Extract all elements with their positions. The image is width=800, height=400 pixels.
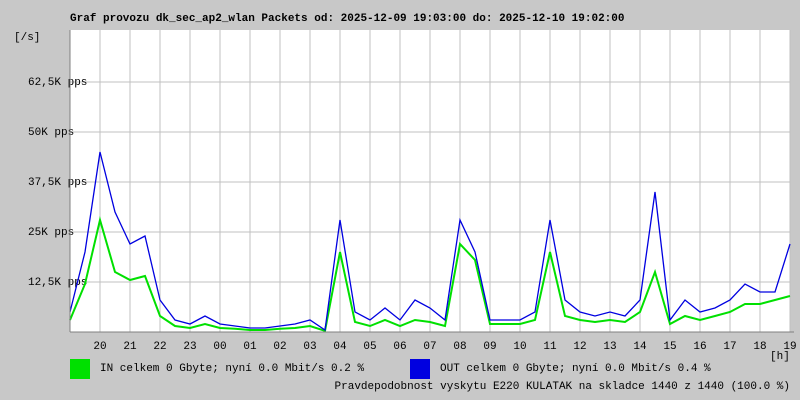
- x-tick-label: 18: [753, 341, 766, 353]
- lines: [69, 151, 791, 333]
- legend-label: OUT celkem 0 Gbyte; nyní 0.0 Mbit/s 0.4 …: [440, 363, 711, 375]
- x-tick-label: 12: [573, 341, 586, 353]
- x-tick-label: 02: [273, 341, 286, 353]
- y-tick-label: 12,5K pps: [28, 277, 87, 289]
- x-tick-label: 04: [333, 341, 347, 353]
- legend: IN celkem 0 Gbyte; nyní 0.0 Mbit/s 0.2 %…: [70, 359, 711, 379]
- x-tick-label: 06: [393, 341, 406, 353]
- x-tick-label: 07: [423, 341, 436, 353]
- x-tick-label: 15: [663, 341, 676, 353]
- x-tick-label: 20: [93, 341, 106, 353]
- x-axis-label: [h]: [770, 351, 790, 363]
- grid: 12,5K pps 25K pps 37,5K pps 50K pps 62,5K pp…: [28, 30, 797, 353]
- x-tick-label: 00: [213, 341, 226, 353]
- chart-title: Graf provozu dk_sec_ap2_wlan Packets od:…: [70, 13, 625, 25]
- y-tick-label: 62,5K pps: [28, 77, 87, 89]
- x-tick-label: 23: [183, 341, 196, 353]
- x-tick-label: 03: [303, 341, 316, 353]
- x-tick-label: 11: [543, 341, 557, 353]
- x-tick-label: 01: [243, 341, 257, 353]
- x-tick-label: 13: [603, 341, 616, 353]
- legend-label: IN celkem 0 Gbyte; nyní 0.0 Mbit/s 0.2 %: [100, 363, 364, 375]
- y-tick-label: 50K pps: [28, 127, 74, 139]
- series-line: [69, 151, 791, 332]
- x-tick-label: 22: [153, 341, 166, 353]
- x-tick-label: 05: [363, 341, 376, 353]
- series-line: [69, 216, 791, 333]
- y-axis-label: [/s]: [14, 32, 40, 44]
- x-tick-label: 10: [513, 341, 526, 353]
- x-tick-label: 17: [723, 341, 736, 353]
- annotation: Pravdepodobnost vyskytu E220 KULATAK na …: [335, 381, 790, 393]
- x-tick-label: 21: [123, 341, 137, 353]
- x-tick-label: 08: [453, 341, 466, 353]
- y-tick-label: 25K pps: [28, 227, 74, 239]
- x-tick-label: 19: [783, 341, 796, 353]
- y-tick-label: 37,5K pps: [28, 177, 87, 189]
- x-tick-label: 14: [633, 341, 647, 353]
- legend-swatch: [70, 359, 90, 379]
- x-tick-label: 16: [693, 341, 706, 353]
- legend-swatch: [410, 359, 430, 379]
- x-tick-label: 09: [483, 341, 496, 353]
